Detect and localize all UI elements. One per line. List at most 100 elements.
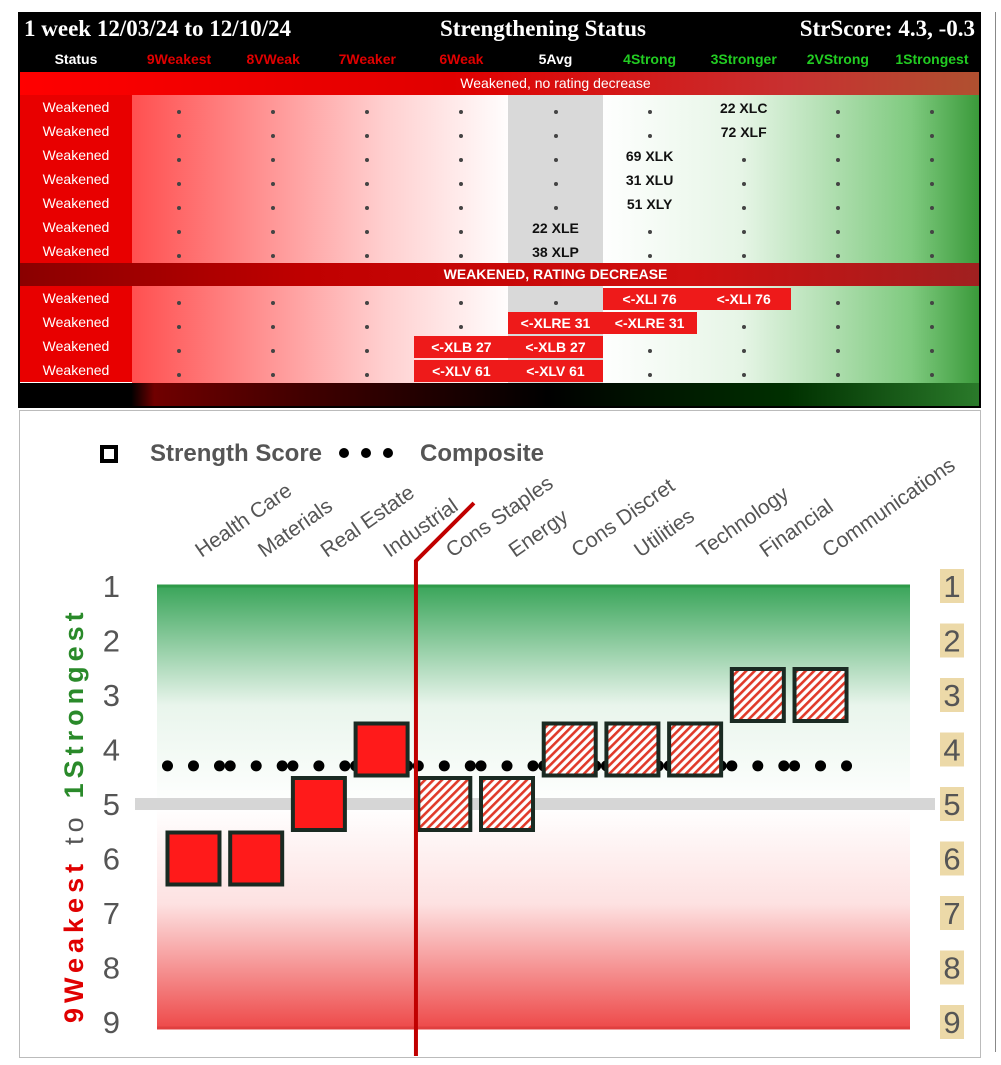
y-axis-label-top: 1Strongest: [59, 607, 89, 798]
composite-dot: [778, 760, 790, 772]
composite-dot: [250, 760, 262, 772]
composite-dot: [815, 760, 827, 772]
right-tick-label: 1: [943, 569, 960, 604]
composite-dot: [313, 760, 325, 772]
empty-cell-dot: [177, 373, 182, 377]
empty-cell-dot: [835, 158, 840, 162]
empty-cell-dot: [835, 325, 840, 329]
strength-score-box: [604, 721, 661, 778]
empty-cell-dot: [929, 325, 934, 329]
page-right-rule: [995, 12, 996, 1052]
right-tick-badge: [940, 787, 964, 821]
strength-score-box: [479, 776, 536, 832]
strength-score-box: [353, 721, 410, 778]
empty-cell-dot: [553, 182, 558, 186]
empty-cell-dot: [553, 134, 558, 138]
status-cell: Weakened: [20, 95, 132, 119]
column-header-2: 7Weaker: [338, 51, 396, 67]
empty-cell-dot: [177, 230, 182, 234]
rating-cell: <-XLRE 31: [602, 312, 697, 334]
empty-cell-dot: [741, 206, 746, 210]
strengthening-status-table: 1 week 12/03/24 to 12/10/24 Strengthenin…: [18, 12, 981, 408]
y-tick-label: 3: [103, 678, 120, 713]
date-range-title: 1 week 12/03/24 to 12/10/24: [24, 16, 292, 41]
right-tick-label: 2: [943, 624, 960, 659]
empty-cell-dot: [553, 206, 558, 210]
empty-cell-dot: [271, 206, 276, 210]
legend-box-icon: [100, 445, 118, 463]
empty-cell-dot: [929, 206, 934, 210]
strength-score-box: [165, 830, 222, 887]
y-tick-label: 6: [103, 842, 120, 877]
rating-cell: <-XLV 61: [508, 360, 603, 382]
column-header-7: 2VStrong: [806, 51, 869, 67]
empty-cell-dot: [929, 349, 934, 353]
column-header-0: 9Weakest: [146, 51, 212, 67]
empty-cell-dot: [647, 373, 652, 377]
empty-cell-dot: [271, 373, 276, 377]
empty-cell-dot: [553, 301, 558, 305]
empty-cell-dot: [553, 158, 558, 162]
empty-cell-dot: [459, 230, 464, 234]
status-header: Status: [54, 51, 98, 67]
rating-cell: <-XLB 27: [414, 336, 509, 358]
y-tick-label: 7: [103, 896, 120, 931]
empty-cell-dot: [177, 182, 182, 186]
rating-cell: 38 XLP: [532, 244, 579, 260]
composite-dot: [187, 760, 199, 772]
rating-cell: <-XLRE 31: [508, 312, 603, 334]
y-axis-label-mid: to: [59, 812, 89, 845]
empty-cell-dot: [929, 254, 934, 258]
empty-cell-dot: [929, 134, 934, 138]
strength-score-box: [729, 667, 786, 723]
right-tick-badge: [940, 1005, 964, 1039]
empty-cell-dot: [741, 349, 746, 353]
empty-cell-dot: [741, 373, 746, 377]
strength-score-box: [792, 667, 849, 723]
composite-dot: [438, 760, 450, 772]
status-cell: Weakened: [20, 167, 132, 191]
composite-dot: [752, 760, 764, 772]
rating-cell: 22 XLE: [532, 220, 579, 236]
composite-dot: [501, 760, 513, 772]
composite-dot: [464, 760, 476, 772]
empty-cell-dot: [835, 230, 840, 234]
strength-score-box: [667, 721, 724, 778]
composite-dot: [213, 760, 225, 772]
right-tick-badge: [940, 896, 964, 930]
rating-cell: <-XLV 61: [414, 360, 509, 382]
composite-dot: [224, 760, 236, 772]
empty-cell-dot: [459, 301, 464, 305]
section-band-rating-decrease: WEAKENED, RATING DECREASE: [20, 263, 979, 286]
empty-cell-dot: [741, 182, 746, 186]
status-cell: Weakened: [20, 143, 132, 167]
empty-cell-dot: [459, 325, 464, 329]
empty-cell-dot: [835, 254, 840, 258]
empty-cell-dot: [835, 134, 840, 138]
empty-cell-dot: [929, 230, 934, 234]
y-tick-label: 8: [103, 951, 120, 986]
rating-cell: <-XLI 76: [602, 288, 697, 310]
column-header-6: 3Stronger: [710, 51, 777, 67]
y-tick-label: 2: [103, 624, 120, 659]
empty-cell-dot: [271, 349, 276, 353]
strscore-title: StrScore: 4.3, -0.3: [799, 16, 975, 41]
empty-cell-dot: [177, 134, 182, 138]
empty-cell-dot: [929, 182, 934, 186]
empty-cell-dot: [177, 349, 182, 353]
empty-cell-dot: [459, 254, 464, 258]
empty-cell-dot: [929, 301, 934, 305]
rating-cell: 72 XLF: [720, 124, 767, 140]
status-cell: Weakened: [20, 119, 132, 143]
section-band-no-decrease: Weakened, no rating decrease: [20, 72, 979, 95]
empty-cell-dot: [459, 182, 464, 186]
rating-cell: 31 XLU: [625, 172, 674, 188]
strength-score-box: [290, 776, 347, 832]
empty-cell-dot: [271, 301, 276, 305]
strength-score-box: [541, 721, 598, 778]
column-header-1: 8VWeak: [246, 51, 300, 67]
empty-cell-dot: [929, 158, 934, 162]
empty-cell-dot: [929, 373, 934, 377]
empty-cell-dot: [177, 325, 182, 329]
empty-cell-dot: [647, 254, 652, 258]
